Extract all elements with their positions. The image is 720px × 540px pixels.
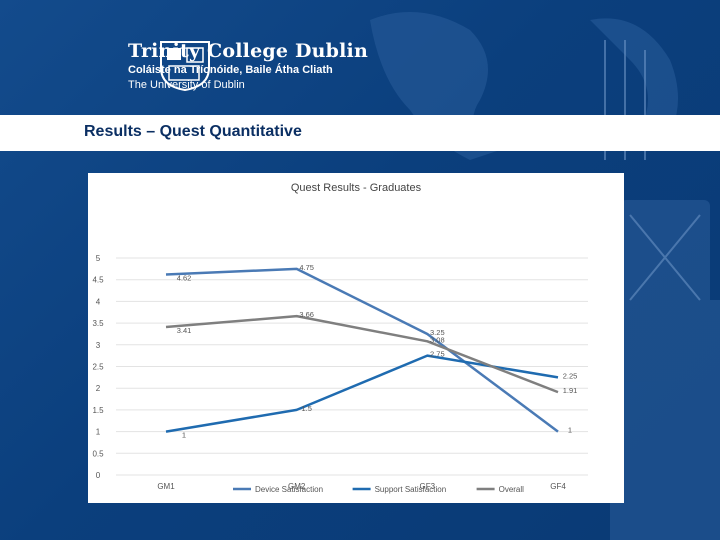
slide-heading: Results – Quest Quantitative <box>84 123 302 140</box>
data-label: 1 <box>568 426 572 435</box>
data-label: 4.62 <box>177 273 192 282</box>
legend-label: Overall <box>499 485 525 494</box>
heading-band <box>0 115 720 151</box>
tcd-crest-icon <box>160 41 210 92</box>
y-tick-label: 3.5 <box>92 319 104 328</box>
chart-plot: 0 0.5 1 1.5 2 2.5 3 3.5 4 4.5 5 GM1 GM2 GF3 GF4 4.62 4.7… <box>92 254 588 494</box>
institution-subtitle-irish: Coláiste na Tríonóide, Baile Átha Cliath <box>128 64 333 76</box>
x-tick-label: GF4 <box>550 482 566 491</box>
series-line-overall <box>165 314 559 394</box>
y-tick-label: 4 <box>96 297 101 306</box>
series-line-support-satisfaction <box>165 354 559 433</box>
tcd-wordmark: Trinity College Dublin Coláiste na Tríon… <box>128 40 368 91</box>
institution-subtitle-english: The University of Dublin <box>128 79 245 91</box>
line-chart: Quest Results - Graduates 0 0.5 1 1.5 2 2.5 3 3… <box>88 173 624 503</box>
legend-label: Device Satisfaction <box>255 485 323 494</box>
legend-label: Support Satisfaction <box>375 485 447 494</box>
y-tick-label: 0 <box>96 471 101 480</box>
y-tick-label: 4.5 <box>92 276 104 285</box>
data-label: 3.08 <box>430 335 445 344</box>
y-tick-label: 1.5 <box>92 406 104 415</box>
data-label: 2.25 <box>563 371 578 380</box>
series-line-device-satisfaction <box>165 267 559 433</box>
x-tick-label: GM1 <box>157 482 175 491</box>
data-label: 1 <box>182 431 186 440</box>
y-tick-label: 5 <box>96 254 101 263</box>
chart-title: Quest Results - Graduates <box>290 182 422 194</box>
y-tick-label: 2 <box>96 384 101 393</box>
institution-title: Trinity College Dublin <box>128 40 368 62</box>
y-tick-label: 0.5 <box>92 449 104 458</box>
y-tick-label: 1 <box>96 428 101 437</box>
x-tick-label: GM2 <box>288 482 306 491</box>
x-tick-label: GF3 <box>420 482 436 491</box>
data-label: 3.25 <box>430 328 445 337</box>
y-tick-label: 3 <box>96 341 101 350</box>
data-label: 3.66 <box>299 310 314 319</box>
data-label: 1.5 <box>301 404 311 413</box>
y-tick-label: 2.5 <box>92 363 104 372</box>
data-label: 3.41 <box>177 326 192 335</box>
data-label: 1.91 <box>563 386 578 395</box>
data-label: 4.75 <box>299 263 314 272</box>
data-label: 2.75 <box>430 350 445 359</box>
